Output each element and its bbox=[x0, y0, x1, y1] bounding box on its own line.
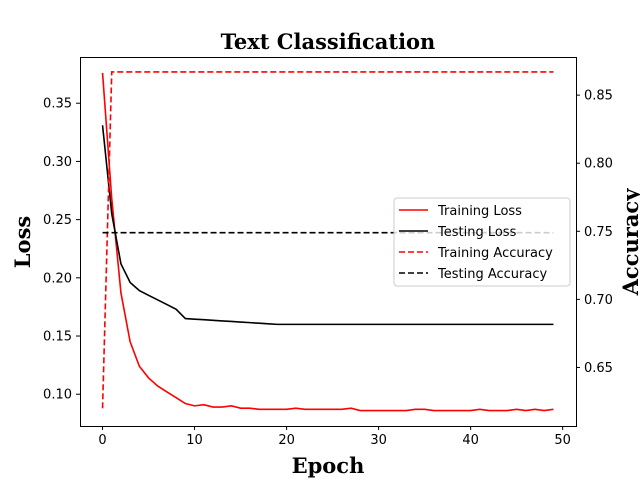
chart-title: Text Classification bbox=[221, 29, 436, 54]
x-tick-label: 10 bbox=[186, 433, 203, 448]
plot-frame bbox=[80, 57, 577, 427]
left-y-tick-label: 0.30 bbox=[43, 155, 72, 170]
x-tick-label: 20 bbox=[278, 433, 295, 448]
x-tick-label: 30 bbox=[370, 433, 387, 448]
legend-label-testing-accuracy: Testing Accuracy bbox=[437, 267, 547, 282]
legend-label-training-loss: Training Loss bbox=[437, 204, 522, 219]
right-y-tick-label: 0.75 bbox=[584, 225, 613, 240]
left-y-axis-label: Loss bbox=[10, 216, 35, 268]
left-y-tick-label: 0.35 bbox=[43, 97, 72, 112]
left-y-axis-ticks: 0.10 0.15 0.20 0.25 0.30 0.35 bbox=[43, 97, 80, 403]
legend-entries: Training Loss Testing Loss Training Accura… bbox=[399, 204, 553, 282]
right-y-tick-label: 0.70 bbox=[584, 293, 613, 308]
x-tick-label: 0 bbox=[98, 433, 106, 448]
x-tick-label: 50 bbox=[554, 433, 571, 448]
legend-label-training-accuracy: Training Accuracy bbox=[437, 246, 553, 261]
right-y-tick-label: 0.85 bbox=[584, 89, 613, 104]
left-y-tick-label: 0.10 bbox=[43, 388, 72, 403]
left-y-tick-label: 0.15 bbox=[43, 330, 72, 345]
right-y-axis-ticks: 0.65 0.70 0.75 0.80 0.85 bbox=[576, 89, 613, 376]
legend-label-testing-loss: Testing Loss bbox=[437, 225, 517, 240]
series-line-training-accuracy bbox=[101, 71, 554, 409]
series-layer bbox=[101, 71, 554, 412]
right-y-axis-label: Accuracy bbox=[618, 188, 640, 297]
right-y-tick-label: 0.80 bbox=[584, 157, 613, 172]
left-y-tick-label: 0.20 bbox=[43, 271, 72, 286]
x-tick-label: 40 bbox=[462, 433, 479, 448]
series-line-training-loss bbox=[101, 72, 554, 412]
right-y-tick-label: 0.65 bbox=[584, 361, 613, 376]
series-line-testing-loss bbox=[101, 125, 554, 326]
left-y-tick-label: 0.25 bbox=[43, 213, 72, 228]
legend-box bbox=[393, 197, 571, 287]
x-axis-label: Epoch bbox=[292, 453, 365, 478]
legend: Training Loss Testing Loss Training Accura… bbox=[393, 197, 571, 287]
x-axis-ticks: 0 10 20 30 40 50 bbox=[98, 426, 571, 448]
